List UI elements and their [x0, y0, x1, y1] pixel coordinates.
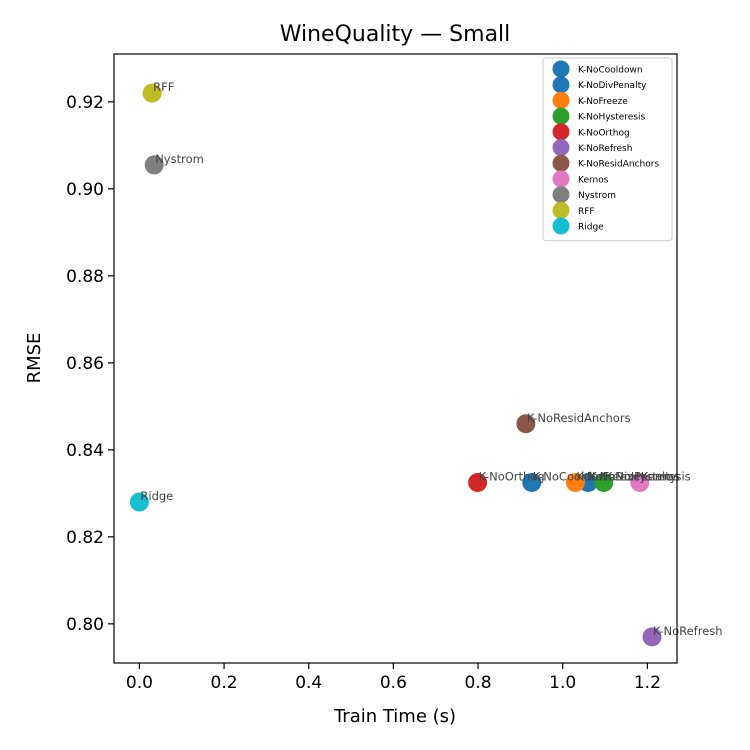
y-axis: 0.80 0.82 0.84 0.86 0.88 0.90 0.92	[66, 93, 114, 635]
legend-label-k-nodivpenalty: K-NoDivPenalty	[578, 81, 647, 91]
legend-marker-k-nodivpenalty	[552, 76, 570, 94]
x-tick-label: 0.8	[465, 673, 492, 693]
plot-frame	[113, 53, 678, 664]
point-label-k-noresidanchors: K-NoResidAnchors	[527, 411, 631, 425]
y-tick-label: 0.90	[66, 180, 104, 200]
y-axis-label: RMSE	[24, 333, 45, 384]
y-tick-label: 0.82	[66, 528, 104, 548]
point-kernos	[630, 472, 650, 492]
y-tick-label: 0.88	[66, 267, 104, 287]
point-nystrom	[144, 155, 164, 175]
point-k-norefresh	[642, 627, 662, 647]
point-label-k-nohysteresis: K-NoHysteresis	[605, 469, 691, 483]
point-label-kernos: Kernos	[641, 469, 680, 483]
point-k-nofreeze	[565, 472, 585, 492]
x-tick-label: 1.2	[634, 673, 661, 693]
legend-label-k-nofreeze: K-NoFreeze	[578, 97, 628, 107]
point-label-rff: RFF	[153, 80, 174, 94]
x-tick-label: 0.0	[126, 673, 153, 693]
legend-marker-nystrom	[552, 186, 570, 204]
point-k-nohysteresis	[594, 472, 614, 492]
point-label-k-nofreeze: K-NoFreeze	[576, 469, 640, 483]
x-tick-label: 0.4	[295, 673, 322, 693]
legend-marker-k-nofreeze	[552, 91, 570, 109]
legend-label-ridge: Ridge	[578, 223, 604, 233]
legend-label-rff: RFF	[578, 207, 595, 217]
points-layer: K-NoCooldownK-NoDivPenaltyK-NoFreezeK-No…	[129, 80, 723, 647]
point-label-k-norefresh: K-NoRefresh	[653, 624, 723, 638]
legend-label-k-nohysteresis: K-NoHysteresis	[578, 113, 646, 123]
x-tick-label: 0.2	[211, 673, 238, 693]
legend-label-k-nocooldown: K-NoCooldown	[578, 66, 643, 76]
y-tick-label: 0.84	[66, 441, 104, 461]
legend-marker-k-nocooldown	[552, 60, 570, 78]
legend-label-nystrom: Nystrom	[578, 191, 616, 201]
point-label-k-nocooldown: K-NoCooldown	[533, 469, 615, 483]
legend-marker-kernos	[552, 170, 570, 188]
point-label-ridge: Ridge	[140, 489, 173, 503]
point-rff	[142, 83, 162, 103]
x-tick-label: 0.6	[380, 673, 407, 693]
legend-marker-k-noorthog	[552, 123, 570, 141]
x-axis-label: Train Time (s)	[333, 706, 456, 727]
legend-marker-k-nohysteresis	[552, 107, 570, 125]
point-ridge	[129, 492, 149, 512]
chart-title: WineQuality — Small	[280, 22, 511, 47]
x-axis: 0.0 0.2 0.4 0.6 0.8 1.0 1.2	[126, 663, 661, 693]
legend-label-k-norefresh: K-NoRefresh	[578, 144, 632, 154]
x-tick-label: 1.0	[549, 673, 576, 693]
legend-marker-rff	[552, 201, 570, 219]
legend-box	[542, 57, 673, 242]
point-k-nocooldown	[522, 472, 542, 492]
point-label-nystrom: Nystrom	[155, 152, 204, 166]
point-label-k-noorthog: K-NoOrthog	[479, 469, 545, 483]
legend-label-k-noresidanchors: K-NoResidAnchors	[578, 160, 659, 170]
y-tick-label: 0.92	[66, 93, 104, 113]
legend-marker-ridge	[552, 217, 570, 235]
legend: K-NoCooldown K-NoDivPenalty K-NoFreeze K-No…	[542, 57, 673, 242]
legend-marker-k-norefresh	[552, 139, 570, 156]
point-label-k-nodivpenalty: K-NoDivPenalty	[589, 469, 677, 483]
y-tick-label: 0.80	[66, 615, 104, 635]
point-k-noorthog	[468, 472, 488, 492]
legend-label-kernos: Kernos	[578, 175, 609, 185]
y-tick-label: 0.86	[66, 354, 104, 374]
legend-marker-k-noresidanchors	[552, 154, 570, 172]
legend-label-k-noorthog: K-NoOrthog	[578, 128, 630, 138]
point-k-noresidanchors	[516, 414, 536, 434]
